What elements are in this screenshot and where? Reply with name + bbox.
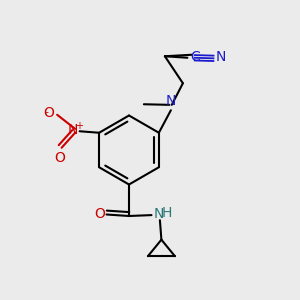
Text: +: + xyxy=(75,121,83,131)
Text: N: N xyxy=(216,50,226,64)
Text: N: N xyxy=(68,123,78,137)
Text: C: C xyxy=(190,50,200,64)
Text: N: N xyxy=(154,207,164,221)
Text: N: N xyxy=(166,94,176,108)
Text: O: O xyxy=(55,151,66,165)
Text: O: O xyxy=(94,207,105,221)
Text: H: H xyxy=(162,206,172,220)
Text: O: O xyxy=(43,106,54,120)
Text: -: - xyxy=(45,107,49,117)
